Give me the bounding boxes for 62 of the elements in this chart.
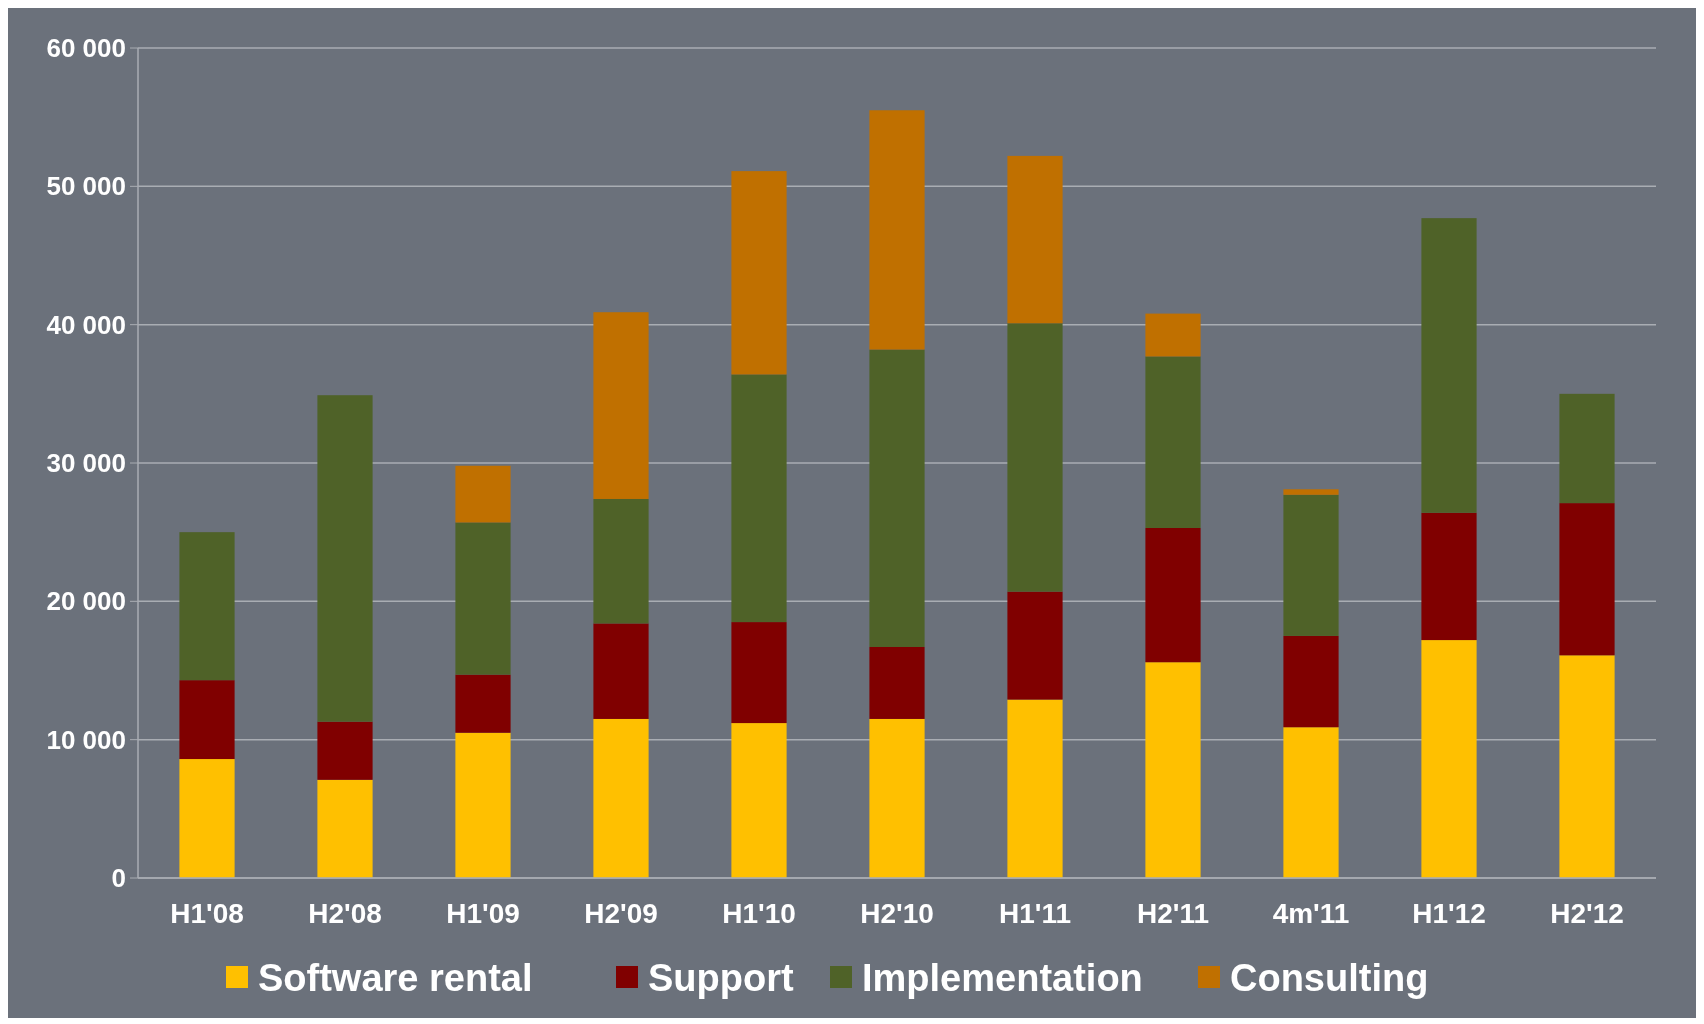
bar <box>1145 662 1201 878</box>
bar <box>317 779 373 878</box>
legend-label: Consulting <box>1230 957 1429 1000</box>
bar <box>455 522 511 675</box>
bar <box>455 465 511 523</box>
bar <box>1007 155 1063 324</box>
bar <box>1145 313 1201 357</box>
bar <box>1007 323 1063 592</box>
bar <box>869 718 925 878</box>
bar <box>593 718 649 878</box>
y-tick-label: 40 000 <box>46 309 126 340</box>
bar <box>1283 494 1339 636</box>
x-tick-label: H2'12 <box>1550 898 1624 929</box>
bar <box>731 622 787 724</box>
bar <box>1559 655 1615 878</box>
legend-label: Software rental <box>258 957 533 1000</box>
bar <box>869 349 925 647</box>
y-tick-label: 20 000 <box>46 586 126 617</box>
bar <box>1007 591 1063 700</box>
legend-label: Support <box>648 957 794 1000</box>
y-tick-label: 60 000 <box>46 33 126 64</box>
bar <box>179 680 235 760</box>
x-tick-label: H2'11 <box>1136 898 1210 929</box>
x-tick-label: H1'12 <box>1412 898 1486 929</box>
x-tick-label: H1'09 <box>446 898 520 929</box>
bar <box>731 171 787 375</box>
bar <box>1283 635 1339 728</box>
bar <box>1421 218 1477 513</box>
bar <box>1007 699 1063 878</box>
bar <box>179 759 235 878</box>
y-tick-label: 10 000 <box>46 724 126 755</box>
x-tick-label: H2'10 <box>860 898 934 929</box>
bar <box>593 623 649 719</box>
bar <box>869 110 925 350</box>
bar <box>869 646 925 719</box>
x-tick-label: H1'08 <box>170 898 244 929</box>
x-tick-label: H2'08 <box>308 898 382 929</box>
bar <box>1421 640 1477 878</box>
bar <box>1283 727 1339 878</box>
bar <box>593 498 649 624</box>
y-tick-label: 50 000 <box>46 171 126 202</box>
y-tick-label: 30 000 <box>46 448 126 479</box>
bar <box>593 312 649 499</box>
bar <box>317 395 373 722</box>
bar <box>1145 356 1201 529</box>
bar <box>1145 528 1201 663</box>
legend-label: Implementation <box>862 957 1143 1000</box>
y-tick-label: 0 <box>111 863 126 894</box>
bar <box>455 674 511 733</box>
x-tick-label: 4m'11 <box>1272 898 1350 929</box>
bar <box>1559 393 1615 504</box>
bar <box>731 723 787 878</box>
bar <box>1421 512 1477 641</box>
bar <box>455 732 511 878</box>
bar <box>1559 503 1615 656</box>
bar <box>1283 489 1339 495</box>
bar <box>317 721 373 780</box>
x-tick-label: H2'09 <box>584 898 658 929</box>
bar <box>731 374 787 623</box>
x-tick-label: H1'11 <box>998 898 1072 929</box>
bar <box>179 532 235 681</box>
x-tick-label: H1'10 <box>722 898 796 929</box>
